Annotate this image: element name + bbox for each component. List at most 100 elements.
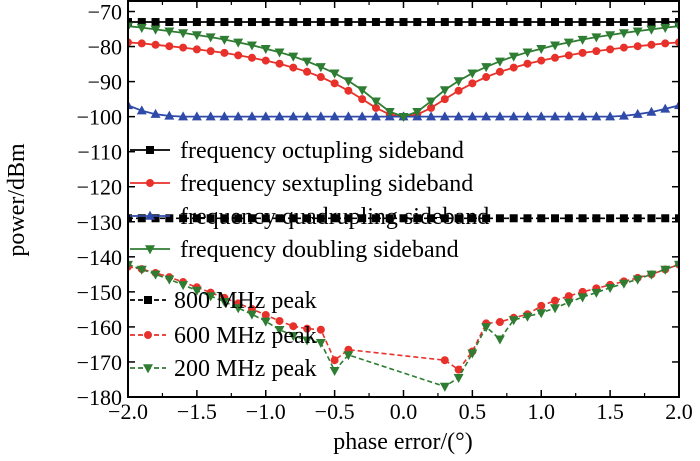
data-point [494, 335, 505, 345]
data-point [508, 52, 519, 62]
data-point [536, 309, 547, 319]
data-point [247, 18, 256, 27]
data-point [137, 39, 146, 48]
data-point [522, 48, 533, 58]
data-point [219, 35, 230, 45]
data-point [427, 18, 436, 27]
data-point [234, 51, 243, 60]
data-point [495, 214, 504, 223]
data-point [618, 279, 629, 289]
data-point [275, 18, 284, 27]
data-point [136, 265, 147, 275]
data-point [151, 40, 160, 49]
data-point [344, 86, 353, 95]
data-point [495, 318, 504, 327]
data-point [316, 214, 325, 223]
data-point [150, 25, 161, 35]
data-point [178, 29, 189, 39]
data-point [661, 39, 670, 48]
data-point [468, 214, 477, 223]
data-point [247, 53, 256, 62]
data-point [591, 33, 602, 43]
data-point [206, 47, 215, 56]
data-point [289, 63, 298, 72]
data-point [179, 214, 188, 223]
data-point [550, 111, 561, 121]
data-point [343, 111, 354, 121]
data-point [439, 86, 450, 96]
series-200-mhz-peak [128, 260, 679, 392]
data-point [467, 69, 478, 79]
series-800-mhz-peak [128, 214, 679, 223]
series-line-600-mhz-peak [128, 263, 679, 371]
data-point [509, 63, 518, 72]
data-point [330, 356, 339, 365]
data-point [646, 25, 657, 35]
x-tick-label: −1.0 [246, 399, 286, 424]
data-point [399, 18, 408, 27]
data-point [660, 265, 671, 275]
data-point [371, 18, 380, 27]
data-point [289, 322, 298, 331]
data-point [482, 214, 491, 223]
data-point [316, 73, 325, 82]
data-point [150, 270, 161, 280]
data-point [275, 214, 284, 223]
data-point [399, 214, 408, 223]
data-point [192, 214, 201, 223]
data-point [413, 214, 422, 223]
y-tick-label: −70 [88, 0, 122, 25]
legend-item-800-mhz-peak: 800 MHz peak [130, 288, 317, 314]
data-point [619, 18, 628, 27]
data-point [329, 367, 340, 377]
data-point [261, 18, 270, 27]
data-point [427, 214, 436, 223]
data-point [495, 18, 504, 27]
data-point [439, 382, 450, 392]
data-point [508, 316, 519, 326]
data-point [537, 301, 546, 310]
data-point [509, 18, 518, 27]
y-tick-label: −130 [77, 210, 122, 235]
legend-item-frequency-quadrupling-sideband: frequency quadrupling sideband [130, 204, 489, 230]
data-point [275, 316, 284, 325]
data-point [179, 43, 188, 52]
y-tick-label: −120 [77, 175, 122, 200]
data-point [674, 100, 679, 110]
data-point [302, 57, 313, 67]
x-tick-label: 2.0 [665, 399, 693, 424]
y-tick-label: −80 [88, 35, 122, 60]
data-point [303, 214, 312, 223]
data-point [315, 111, 326, 121]
data-point [632, 275, 643, 285]
data-point [468, 79, 477, 88]
data-point [550, 41, 561, 51]
data-point [260, 317, 271, 327]
data-point [508, 111, 519, 121]
plot-frame [127, 0, 680, 398]
data-point [179, 18, 188, 27]
data-point [275, 59, 284, 68]
data-point [205, 33, 216, 43]
data-point [551, 18, 560, 27]
data-point [592, 18, 601, 27]
data-point [165, 42, 174, 51]
data-point [246, 310, 257, 320]
data-point [564, 18, 573, 27]
data-point [261, 214, 270, 223]
data-point [467, 349, 478, 359]
data-point [371, 214, 380, 223]
data-point [646, 106, 657, 116]
legend-label: 600 MHz peak [174, 323, 317, 349]
data-point [564, 51, 573, 60]
data-point [412, 108, 423, 118]
data-point [605, 111, 616, 121]
y-tick-label: −100 [77, 105, 122, 130]
data-point [205, 111, 216, 121]
data-point [454, 365, 463, 374]
data-point [591, 288, 602, 298]
data-point [453, 77, 464, 87]
legend-label: 200 MHz peak [174, 356, 317, 382]
data-point [206, 214, 215, 223]
